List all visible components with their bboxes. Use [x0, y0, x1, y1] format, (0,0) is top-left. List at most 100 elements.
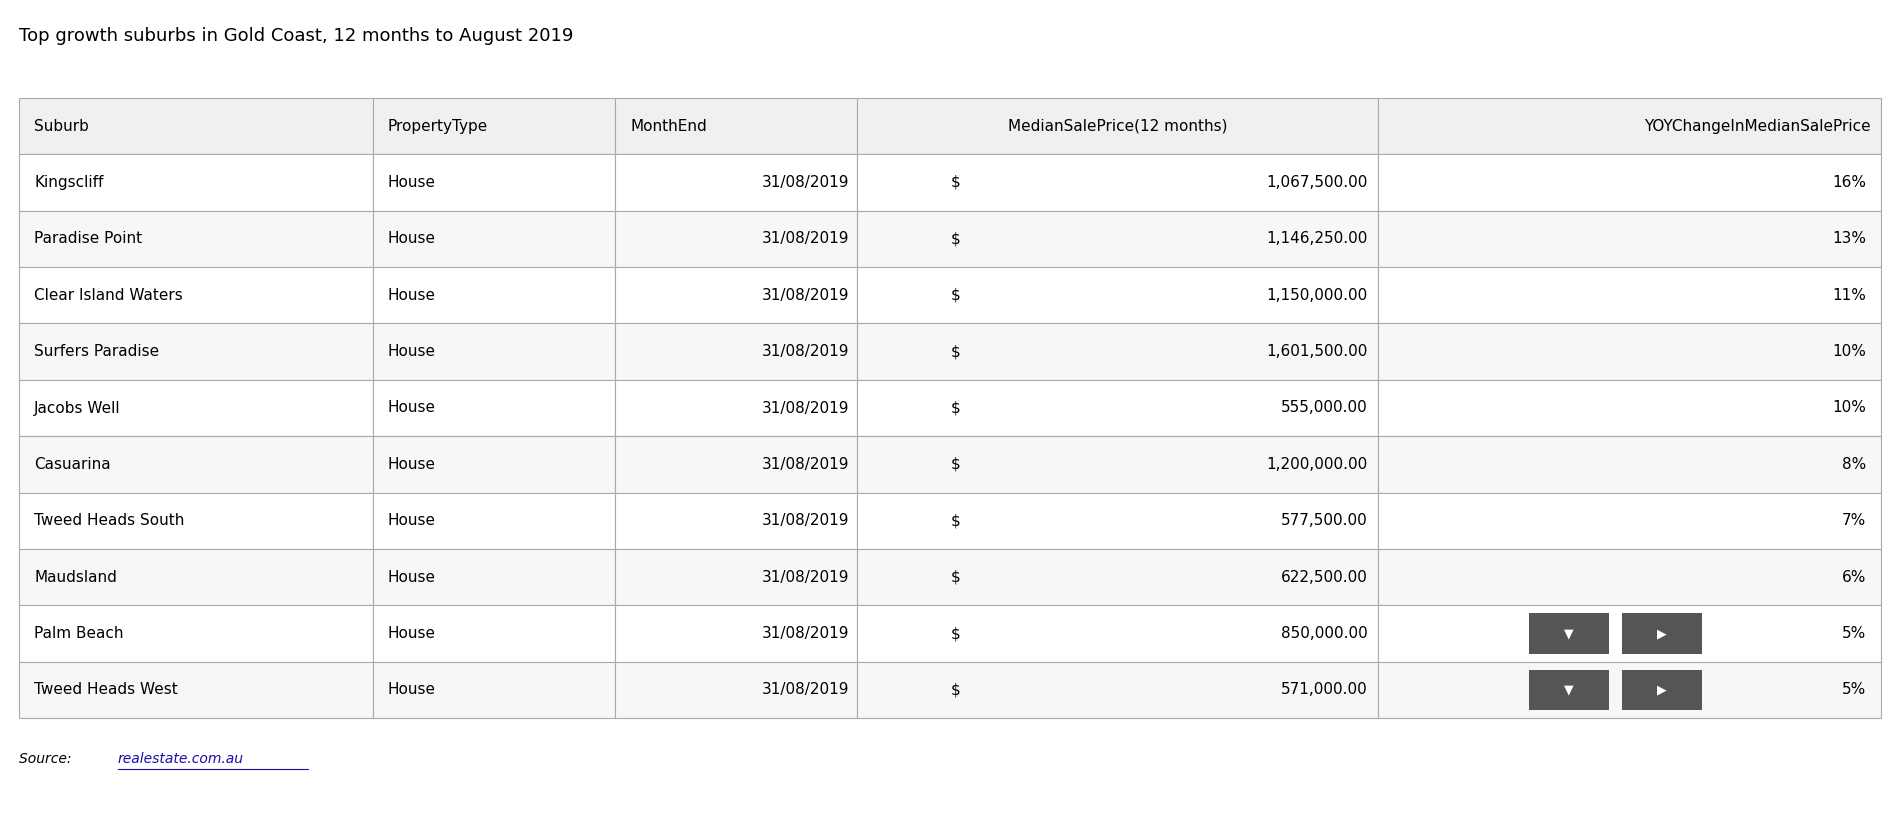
- Bar: [1378, 605, 1881, 662]
- Bar: [616, 98, 857, 154]
- Text: PropertyType: PropertyType: [388, 118, 488, 134]
- Bar: [857, 549, 1378, 605]
- Text: MonthEnd: MonthEnd: [631, 118, 707, 134]
- Text: 622,500.00: 622,500.00: [1281, 570, 1368, 584]
- Bar: [857, 437, 1378, 493]
- Bar: [1378, 549, 1881, 605]
- Text: Jacobs Well: Jacobs Well: [34, 401, 122, 415]
- Text: Top growth suburbs in Gold Coast, 12 months to August 2019: Top growth suburbs in Gold Coast, 12 mon…: [19, 27, 574, 45]
- Bar: [1378, 154, 1881, 211]
- Bar: [19, 323, 372, 379]
- Bar: [857, 98, 1378, 154]
- Bar: [857, 549, 1378, 605]
- Bar: [19, 437, 372, 493]
- Bar: [616, 267, 857, 323]
- Bar: [372, 379, 616, 437]
- Text: 7%: 7%: [1841, 513, 1866, 528]
- Bar: [857, 493, 1378, 549]
- Bar: [372, 323, 616, 379]
- Text: Casuarina: Casuarina: [34, 457, 110, 472]
- Bar: [1378, 267, 1881, 323]
- Text: 31/08/2019: 31/08/2019: [762, 682, 849, 698]
- Text: 1,200,000.00: 1,200,000.00: [1267, 457, 1368, 472]
- Text: ▼: ▼: [1564, 627, 1573, 640]
- Text: $: $: [950, 175, 961, 190]
- Text: House: House: [388, 232, 435, 246]
- Text: Palm Beach: Palm Beach: [34, 626, 124, 641]
- Bar: [372, 437, 616, 493]
- Bar: [616, 437, 857, 493]
- Text: Tweed Heads South: Tweed Heads South: [34, 513, 184, 528]
- Bar: [19, 211, 372, 267]
- Bar: [1378, 211, 1881, 267]
- Text: 5%: 5%: [1841, 626, 1866, 641]
- Bar: [19, 605, 372, 662]
- Text: 1,601,500.00: 1,601,500.00: [1267, 344, 1368, 359]
- Text: 31/08/2019: 31/08/2019: [762, 288, 849, 303]
- Bar: [372, 98, 616, 154]
- Bar: [857, 154, 1378, 211]
- Bar: [857, 267, 1378, 323]
- Bar: [616, 605, 857, 662]
- Bar: [616, 549, 857, 605]
- Text: Paradise Point: Paradise Point: [34, 232, 142, 246]
- Bar: [19, 549, 372, 605]
- Text: 8%: 8%: [1841, 457, 1866, 472]
- Bar: [1378, 493, 1881, 549]
- Bar: [19, 154, 372, 211]
- Text: $: $: [950, 570, 961, 584]
- Bar: [372, 211, 616, 267]
- Text: realestate.com.au: realestate.com.au: [118, 752, 243, 766]
- Bar: [372, 267, 616, 323]
- Text: YOYChangeInMedianSalePrice: YOYChangeInMedianSalePrice: [1644, 118, 1872, 134]
- Bar: [1378, 379, 1881, 437]
- Bar: [372, 154, 616, 211]
- Text: 13%: 13%: [1832, 232, 1866, 246]
- Bar: [616, 154, 857, 211]
- Text: House: House: [388, 570, 435, 584]
- Bar: [616, 323, 857, 379]
- Text: 555,000.00: 555,000.00: [1281, 401, 1368, 415]
- Bar: [616, 493, 857, 549]
- Text: 10%: 10%: [1832, 401, 1866, 415]
- Text: $: $: [950, 232, 961, 246]
- Bar: [19, 493, 372, 549]
- Bar: [1378, 323, 1881, 379]
- Text: House: House: [388, 626, 435, 641]
- Bar: [19, 437, 372, 493]
- Bar: [372, 98, 616, 154]
- Text: 850,000.00: 850,000.00: [1281, 626, 1368, 641]
- Bar: [372, 323, 616, 379]
- Bar: [857, 323, 1378, 379]
- Text: 5%: 5%: [1841, 682, 1866, 698]
- Bar: [372, 549, 616, 605]
- Text: ▶: ▶: [1657, 683, 1666, 696]
- Bar: [1378, 437, 1881, 493]
- Text: 16%: 16%: [1832, 175, 1866, 190]
- Bar: [857, 605, 1378, 662]
- Bar: [857, 211, 1378, 267]
- Bar: [616, 605, 857, 662]
- Text: Clear Island Waters: Clear Island Waters: [34, 288, 182, 303]
- Text: House: House: [388, 457, 435, 472]
- Bar: [372, 267, 616, 323]
- Bar: [1530, 613, 1609, 654]
- Bar: [372, 379, 616, 437]
- Text: ▼: ▼: [1564, 683, 1573, 696]
- Bar: [372, 437, 616, 493]
- Text: 577,500.00: 577,500.00: [1281, 513, 1368, 528]
- Text: ▶: ▶: [1657, 627, 1666, 640]
- Bar: [616, 662, 857, 718]
- Text: 6%: 6%: [1841, 570, 1866, 584]
- Bar: [616, 98, 857, 154]
- Bar: [857, 379, 1378, 437]
- Bar: [857, 154, 1378, 211]
- Bar: [372, 154, 616, 211]
- Bar: [19, 267, 372, 323]
- Bar: [857, 662, 1378, 718]
- Bar: [857, 211, 1378, 267]
- Bar: [1623, 670, 1702, 710]
- Bar: [616, 379, 857, 437]
- Bar: [1378, 437, 1881, 493]
- Bar: [19, 98, 1881, 718]
